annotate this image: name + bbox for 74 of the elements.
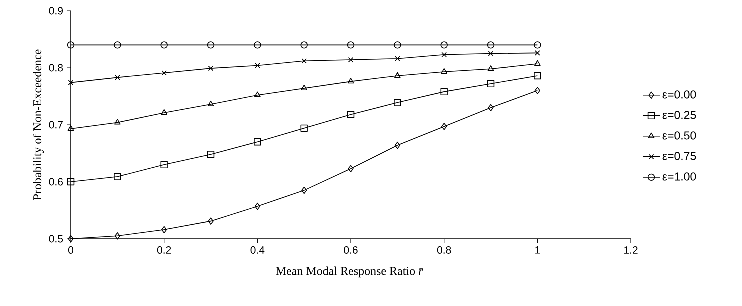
y-tick-label: 0.7 <box>49 121 63 129</box>
point <box>68 125 74 131</box>
legend-label: ε=0.50 <box>662 132 696 140</box>
point <box>488 66 494 72</box>
legend-label: ε=1.00 <box>662 172 696 181</box>
point <box>488 51 494 56</box>
point <box>394 72 401 78</box>
point <box>208 100 214 106</box>
point <box>302 186 308 194</box>
point <box>535 50 540 56</box>
point <box>68 235 74 243</box>
x-tick-label: 0.6 <box>344 246 358 254</box>
point <box>395 56 400 62</box>
point <box>67 42 75 49</box>
point <box>207 151 215 158</box>
point <box>347 42 355 49</box>
point <box>115 75 120 80</box>
point <box>162 226 168 234</box>
point <box>114 173 122 180</box>
x-tick-label: 0 <box>68 246 74 254</box>
point <box>488 104 494 112</box>
point <box>348 78 354 84</box>
point <box>300 124 308 132</box>
point <box>254 42 262 49</box>
point <box>255 63 260 68</box>
point <box>534 72 542 80</box>
point <box>160 42 168 49</box>
legend-label: ε=0.75 <box>662 152 696 160</box>
point <box>348 57 354 63</box>
y-tick-label: 0.9 <box>49 7 63 15</box>
point <box>442 123 448 130</box>
point <box>302 58 308 64</box>
point <box>348 165 354 172</box>
point <box>160 161 168 168</box>
point <box>300 42 308 49</box>
point <box>440 42 448 49</box>
x-tick-label: 1 <box>536 246 540 254</box>
point <box>162 70 168 76</box>
legend-label: ε=0.25 <box>662 111 696 120</box>
point <box>394 42 402 49</box>
point <box>254 92 261 98</box>
point <box>301 84 308 91</box>
point <box>114 42 122 49</box>
point <box>534 87 540 94</box>
point <box>394 99 402 106</box>
legend-label: ε=0.00 <box>662 90 696 99</box>
point <box>114 232 120 240</box>
point <box>208 66 214 72</box>
point <box>254 202 260 210</box>
point <box>442 52 448 58</box>
y-tick-label: 0.8 <box>49 64 64 72</box>
point <box>208 218 214 225</box>
point <box>394 142 400 150</box>
x-tick-label: 1.2 <box>624 246 638 254</box>
y-tick-label: 0.6 <box>49 178 64 186</box>
point <box>207 42 215 49</box>
point <box>68 80 74 86</box>
point <box>534 60 541 66</box>
point <box>487 42 495 49</box>
y-tick-label: 0.5 <box>49 235 64 243</box>
point <box>534 42 542 49</box>
point <box>487 80 495 88</box>
point <box>67 178 75 186</box>
point <box>254 138 262 146</box>
point <box>114 119 121 125</box>
point <box>161 109 168 116</box>
x-tick-label: 0.8 <box>437 246 452 254</box>
point <box>441 68 448 74</box>
x-tick-label: 0.2 <box>157 246 172 254</box>
y-axis-title: Probability of Non-Exceedence <box>33 50 44 200</box>
point <box>347 111 355 118</box>
x-axis-title: Mean Modal Response Ratio r̄ <box>276 266 424 278</box>
point <box>440 88 448 96</box>
x-tick-label: 0.4 <box>250 246 265 254</box>
